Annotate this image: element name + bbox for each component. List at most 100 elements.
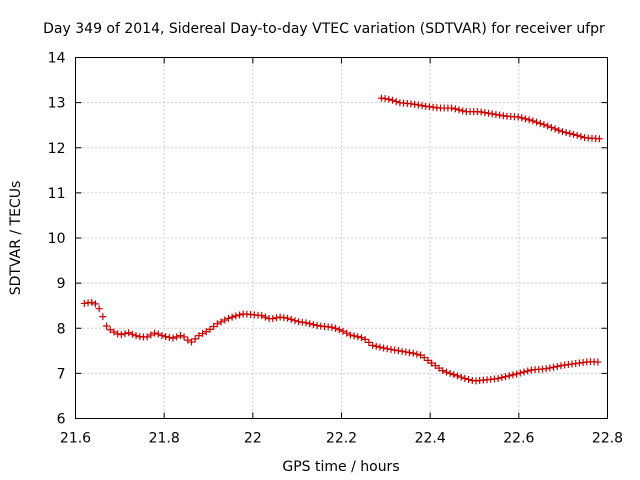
data-point bbox=[544, 122, 552, 130]
data-point bbox=[442, 368, 450, 376]
data-point bbox=[461, 375, 469, 383]
data-point bbox=[328, 323, 336, 331]
data-point bbox=[524, 367, 532, 375]
x-tick-label: 22.2 bbox=[326, 431, 357, 447]
y-tick-label: 6 bbox=[57, 412, 66, 428]
data-point bbox=[287, 315, 295, 323]
data-point bbox=[562, 129, 570, 137]
data-point bbox=[191, 335, 199, 343]
data-point bbox=[354, 333, 362, 341]
data-point bbox=[509, 371, 517, 379]
x-tick-label: 21.8 bbox=[149, 431, 180, 447]
data-point bbox=[339, 327, 347, 335]
data-point bbox=[114, 330, 122, 338]
data-point bbox=[521, 115, 529, 123]
data-point bbox=[409, 349, 417, 357]
data-point bbox=[121, 330, 129, 338]
data-point bbox=[387, 345, 395, 353]
data-point bbox=[481, 109, 489, 117]
data-point bbox=[143, 333, 151, 341]
data-point bbox=[424, 356, 432, 364]
data-point bbox=[103, 322, 111, 330]
data-point bbox=[513, 370, 521, 378]
data-point bbox=[335, 326, 343, 334]
x-tick-label: 22.4 bbox=[415, 431, 446, 447]
data-point bbox=[176, 332, 184, 340]
y-axis-label: SDTVAR / TECUs bbox=[8, 181, 24, 296]
data-point bbox=[428, 359, 436, 367]
data-point bbox=[411, 100, 419, 108]
data-point bbox=[448, 104, 456, 112]
data-point bbox=[195, 332, 203, 340]
x-tick-label: 22.6 bbox=[503, 431, 534, 447]
y-tick-labels: 6 7 8 9 10 11 12 13 14 bbox=[48, 51, 66, 428]
data-point bbox=[125, 329, 133, 337]
data-point bbox=[398, 347, 406, 355]
data-point bbox=[106, 326, 114, 334]
data-point bbox=[357, 334, 365, 342]
data-point bbox=[455, 106, 463, 114]
data-point bbox=[518, 114, 526, 122]
data-point bbox=[492, 111, 500, 119]
data-point bbox=[269, 315, 277, 323]
data-point bbox=[217, 318, 225, 326]
data-point bbox=[184, 336, 192, 344]
data-point bbox=[551, 125, 559, 133]
data-point bbox=[88, 298, 96, 306]
data-point bbox=[391, 346, 399, 354]
data-point bbox=[555, 126, 563, 134]
data-point bbox=[224, 314, 232, 322]
data-point bbox=[573, 131, 581, 139]
data-point bbox=[151, 329, 159, 337]
data-point bbox=[454, 372, 462, 380]
data-point bbox=[343, 329, 351, 337]
x-axis-label: GPS time / hours bbox=[282, 459, 399, 475]
data-point bbox=[505, 372, 513, 380]
data-point bbox=[446, 369, 454, 377]
data-point bbox=[558, 128, 566, 136]
data-point bbox=[369, 341, 377, 349]
data-point bbox=[570, 130, 578, 138]
data-point bbox=[488, 110, 496, 118]
data-point bbox=[272, 314, 280, 322]
x-tick-label: 21.6 bbox=[60, 431, 91, 447]
data-point bbox=[542, 365, 550, 373]
data-point bbox=[302, 319, 310, 327]
data-point bbox=[553, 362, 561, 370]
data-point bbox=[451, 105, 459, 113]
data-point bbox=[457, 373, 465, 381]
grid bbox=[75, 57, 608, 419]
data-point bbox=[529, 117, 537, 125]
y-tick-label: 11 bbox=[48, 186, 66, 202]
data-point bbox=[498, 374, 506, 382]
data-point bbox=[232, 312, 240, 320]
data-point bbox=[547, 123, 555, 131]
data-point bbox=[402, 348, 410, 356]
data-point bbox=[516, 369, 524, 377]
data-point bbox=[309, 321, 317, 329]
data-point bbox=[284, 314, 292, 322]
data-point bbox=[199, 330, 207, 338]
data-point bbox=[388, 96, 396, 104]
data-point bbox=[99, 313, 107, 321]
x-tick-labels: 21.6 21.8 22 22.2 22.4 22.6 22.8 bbox=[60, 431, 623, 447]
data-point bbox=[496, 111, 504, 119]
y-tick-label: 8 bbox=[57, 321, 66, 337]
data-point bbox=[394, 347, 402, 355]
data-point bbox=[459, 107, 467, 115]
data-point bbox=[594, 358, 602, 366]
data-point bbox=[165, 333, 173, 341]
data-point bbox=[202, 328, 210, 336]
y-tick-label: 9 bbox=[57, 276, 66, 292]
data-point bbox=[577, 132, 585, 140]
data-point bbox=[213, 320, 221, 328]
data-point bbox=[385, 95, 393, 103]
data-point bbox=[258, 312, 266, 320]
data-point bbox=[413, 350, 421, 358]
data-point bbox=[365, 338, 373, 346]
data-point bbox=[372, 342, 380, 350]
data-point bbox=[557, 362, 565, 370]
data-point bbox=[514, 113, 522, 121]
y-tick-label: 10 bbox=[48, 231, 66, 247]
